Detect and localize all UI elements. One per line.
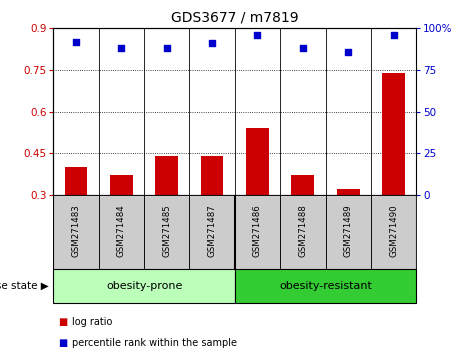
Text: ■: ■ (58, 338, 67, 348)
Bar (65, 167, 87, 195)
Bar (53, 195, 99, 269)
Bar (155, 156, 178, 195)
Text: GSM271488: GSM271488 (299, 204, 307, 257)
Bar (326, 195, 371, 269)
Point (208, 40, 216, 46)
Bar (235, 195, 280, 269)
Text: GSM271484: GSM271484 (117, 204, 126, 257)
Text: GSM271490: GSM271490 (389, 204, 398, 257)
Bar (201, 156, 224, 195)
Point (345, 49, 352, 55)
Bar (337, 189, 359, 195)
Text: percentile rank within the sample: percentile rank within the sample (72, 338, 237, 348)
Bar (371, 195, 416, 269)
Point (163, 45, 171, 51)
Text: ■: ■ (58, 317, 67, 327)
Text: obesity-resistant: obesity-resistant (279, 281, 372, 291)
Bar (144, 195, 190, 269)
Text: log ratio: log ratio (72, 317, 113, 327)
Bar (235, 269, 416, 303)
Bar (53, 269, 235, 303)
Text: disease state ▶: disease state ▶ (0, 281, 49, 291)
Point (390, 32, 397, 38)
Point (73, 39, 80, 45)
Text: GSM271486: GSM271486 (253, 204, 262, 257)
Point (299, 45, 306, 51)
Title: GDS3677 / m7819: GDS3677 / m7819 (171, 10, 299, 24)
Text: GSM271485: GSM271485 (162, 204, 171, 257)
Text: GSM271483: GSM271483 (72, 204, 80, 257)
Bar (99, 195, 144, 269)
Text: obesity-prone: obesity-prone (106, 281, 182, 291)
Bar (280, 195, 326, 269)
Bar (246, 128, 269, 195)
Bar (110, 175, 133, 195)
Point (254, 32, 261, 38)
Bar (189, 195, 235, 269)
Bar (382, 73, 405, 195)
Bar (292, 175, 314, 195)
Text: GSM271487: GSM271487 (208, 204, 217, 257)
Point (118, 45, 125, 51)
Text: GSM271489: GSM271489 (344, 204, 352, 257)
